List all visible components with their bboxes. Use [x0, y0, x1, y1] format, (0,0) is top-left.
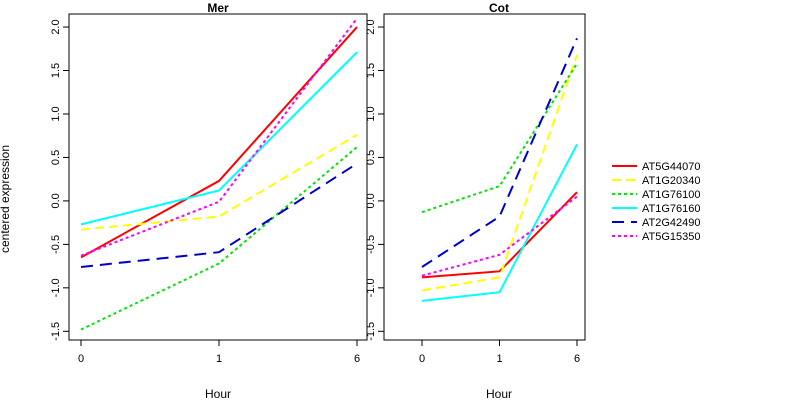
series-line-at1g20340	[421, 54, 578, 292]
y-tick-label: 0.5	[50, 150, 62, 165]
y-tick-label: 1.0	[365, 106, 377, 121]
series-line-at1g76160	[421, 143, 578, 302]
series-line-at1g76160	[80, 51, 358, 226]
y-tick-label: -1.5	[365, 322, 377, 341]
x-tick-label: 0	[419, 353, 425, 365]
y-tick-label: 1.0	[50, 106, 62, 121]
x-tick-label: 6	[354, 353, 360, 365]
legend-label: AT1G76100	[642, 189, 701, 201]
legend-label: AT5G15350	[642, 231, 701, 243]
chart-panels: Mer-1.5-1.0-0.50.00.51.01.52.00 1 6HourCot…	[50, 1, 586, 400]
panel-cot: Cot -1.5 -1.0 -0.5 0.0 0.5 1.0 1.5 2.0 0 1 6 Hour	[365, 1, 586, 400]
series-line-at2g42490	[421, 37, 578, 268]
y-tick-label: -1.0	[50, 278, 62, 297]
x-tick-label: 0	[78, 353, 84, 365]
panel-mer: Mer -1.5 -1.0 -0.5 0.0 0.5 1.0 1.5 2.0 0 1 6 Hour	[50, 1, 368, 400]
y-tick-label: 0.0	[365, 193, 377, 208]
series-line-at5g44070	[421, 191, 578, 279]
y-tick-label: 0.0	[50, 193, 62, 208]
y-tick-label: 1.5	[50, 63, 62, 78]
x-axis-title: Hour	[205, 387, 231, 400]
y-tick-label: -0.5	[50, 235, 62, 254]
series-line-at5g15350	[80, 17, 358, 257]
x-axis-title: Hour	[486, 387, 512, 400]
y-tick-label: 0.5	[365, 150, 377, 165]
x-tick-label: 1	[496, 353, 502, 365]
panel-title: Cot	[489, 1, 509, 15]
legend: AT5G44070 AT1G20340 AT1G76100 AT1G76160 AT2G…	[602, 149, 745, 243]
plot-frame	[68, 13, 368, 341]
y-axis-title: centered expression	[0, 145, 12, 253]
legend-label: AT5G44070	[642, 161, 701, 173]
series-line-at1g76100	[80, 146, 358, 331]
series-line-at5g15350	[421, 195, 578, 277]
y-tick-label: 1.5	[365, 63, 377, 78]
series-line-at2g42490	[80, 162, 358, 268]
y-tick-label: -0.5	[365, 235, 377, 254]
y-tick-label: -1.5	[50, 322, 62, 341]
panel-title: Mer	[207, 1, 229, 15]
series-line-at5g44070	[80, 26, 358, 259]
x-tick-label: 1	[216, 353, 222, 365]
legend-label: AT2G42490	[642, 217, 701, 229]
series-line-at1g20340	[80, 133, 358, 231]
legend-label: AT1G20340	[642, 175, 701, 187]
y-tick-label: 2.0	[50, 19, 62, 34]
y-tick-label: -1.0	[365, 278, 377, 297]
legend-label: AT1G76160	[642, 203, 701, 215]
y-tick-label: 2.0	[365, 19, 377, 34]
plot-frame	[383, 13, 586, 341]
x-tick-label: 6	[574, 353, 580, 365]
